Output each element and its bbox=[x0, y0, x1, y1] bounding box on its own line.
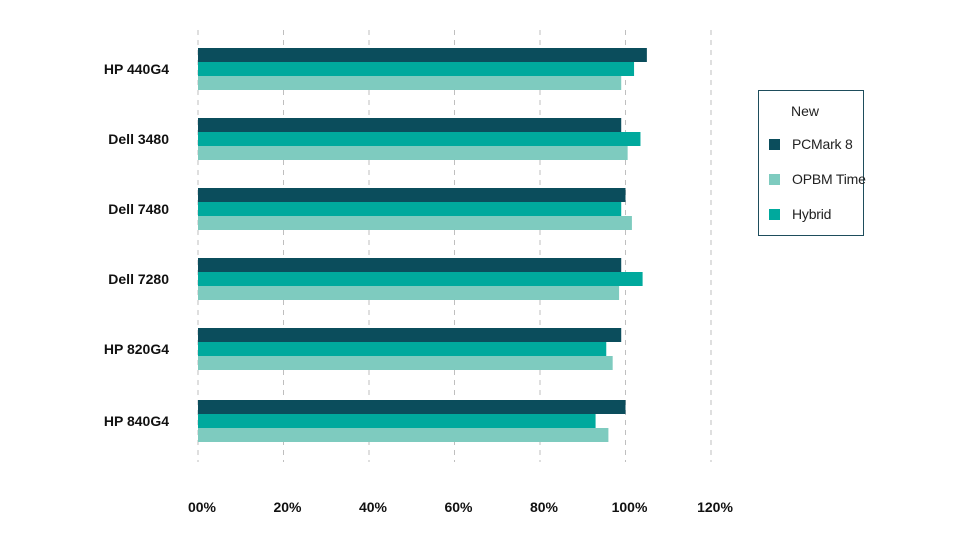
category-labels: HP 440G4 Dell 3480 Dell 7480 Dell 7280 HP 82… bbox=[104, 61, 169, 429]
category-label: Dell 7480 bbox=[108, 201, 169, 217]
legend-label: OPBM Time bbox=[792, 171, 866, 187]
x-tick-label: 120% bbox=[697, 499, 733, 515]
legend-swatch bbox=[769, 173, 780, 185]
bar-opbm-time bbox=[198, 216, 632, 230]
bar-hybrid bbox=[198, 132, 641, 146]
x-tick-label: 80% bbox=[530, 499, 559, 515]
x-tick-label: 00% bbox=[188, 499, 217, 515]
bar-opbm-time bbox=[198, 146, 628, 160]
bar-pcmark-8 bbox=[198, 118, 622, 132]
bar-pcmark-8 bbox=[198, 400, 626, 414]
category-label: HP 820G4 bbox=[104, 341, 169, 357]
bar-hybrid bbox=[198, 272, 643, 286]
legend-item-pcmark8: PCMark 8 bbox=[769, 136, 853, 152]
bar-hybrid bbox=[198, 62, 635, 76]
legend-label: PCMark 8 bbox=[792, 136, 853, 152]
bar-pcmark-8 bbox=[198, 258, 622, 272]
x-tick-label: 20% bbox=[273, 499, 302, 515]
legend-item-hybrid: Hybrid bbox=[769, 206, 831, 222]
bars bbox=[198, 48, 647, 442]
legend-label: Hybrid bbox=[792, 206, 832, 222]
bar-hybrid bbox=[198, 414, 596, 428]
bar-pcmark-8 bbox=[198, 328, 622, 342]
bar-pcmark-8 bbox=[198, 48, 647, 62]
bar-opbm-time bbox=[198, 286, 620, 300]
x-tick-label: 100% bbox=[612, 499, 648, 515]
category-label: Dell 7280 bbox=[108, 271, 169, 287]
bar-hybrid bbox=[198, 202, 622, 216]
x-tick-label: 60% bbox=[444, 499, 473, 515]
category-label: HP 840G4 bbox=[104, 413, 169, 429]
legend-swatch bbox=[769, 208, 780, 220]
grid-lines bbox=[197, 30, 712, 462]
bar-opbm-time bbox=[198, 356, 613, 370]
bar-opbm-time bbox=[198, 428, 609, 442]
x-tick-label: 40% bbox=[359, 499, 388, 515]
category-label: HP 440G4 bbox=[104, 61, 169, 77]
legend: New PCMark 8 OPBM Time Hybrid bbox=[758, 90, 866, 236]
bar-opbm-time bbox=[198, 76, 622, 90]
bar-hybrid bbox=[198, 342, 607, 356]
category-label: Dell 3480 bbox=[108, 131, 169, 147]
legend-swatch bbox=[769, 138, 780, 150]
legend-title: New bbox=[791, 103, 820, 119]
legend-item-opbm-time: OPBM Time bbox=[769, 171, 866, 187]
x-axis-tick-labels: 00% 20% 40% 60% 80% 100% 120% bbox=[188, 499, 733, 515]
bar-pcmark-8 bbox=[198, 188, 626, 202]
